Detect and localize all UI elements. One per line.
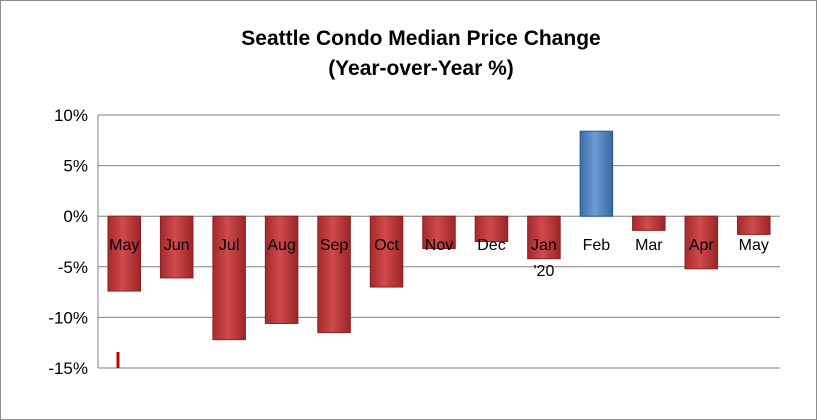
category-label: '20: [533, 263, 554, 280]
category-label: Nov: [425, 237, 453, 254]
y-axis-tick-labels: 10% 5% 0% -5% -10% -15%: [48, 106, 88, 378]
category-label: Jan: [531, 237, 557, 254]
bars: [107, 130, 771, 341]
category-label: May: [739, 237, 769, 254]
bar-4: [317, 215, 351, 334]
y-tick-label: 0%: [63, 207, 88, 226]
bar-10: [632, 215, 666, 231]
category-label: Apr: [689, 237, 715, 254]
bar-5: [369, 215, 404, 288]
bar-2: [212, 215, 246, 341]
bar-7: [474, 215, 509, 242]
category-label: Dec: [477, 237, 505, 254]
bar-8: [527, 215, 561, 260]
category-label: Oct: [374, 237, 399, 254]
category-label: Mar: [635, 237, 663, 254]
category-label: Sep: [320, 237, 349, 254]
y-tick-label: 5%: [63, 157, 88, 176]
category-label: Jun: [164, 237, 190, 254]
bar-0: [107, 215, 141, 292]
category-label: May: [109, 237, 139, 254]
bar-3: [264, 215, 299, 324]
y-tick-label: -5%: [58, 258, 88, 277]
x-axis-category-labels: May Jun Jul Aug Sep Oct Nov Dec Jan '20 Feb Mar Apr M…: [109, 237, 769, 280]
chart-title: Seattle Condo Median Price Change: [241, 27, 600, 50]
category-label: Jul: [219, 237, 239, 254]
bar-1: [159, 215, 194, 279]
bar-9: [579, 130, 614, 217]
y-tick-label: 10%: [54, 106, 88, 125]
bar-6: [422, 215, 456, 250]
gridlines: [97, 114, 780, 369]
bar-12: [737, 215, 771, 235]
y-tick-label: -15%: [48, 359, 88, 378]
category-label: Aug: [267, 237, 295, 254]
chart-subtitle: (Year-over-Year %): [328, 57, 514, 80]
y-tick-label: -10%: [48, 308, 88, 327]
bar-11: [684, 215, 719, 270]
category-label: Feb: [583, 237, 611, 254]
